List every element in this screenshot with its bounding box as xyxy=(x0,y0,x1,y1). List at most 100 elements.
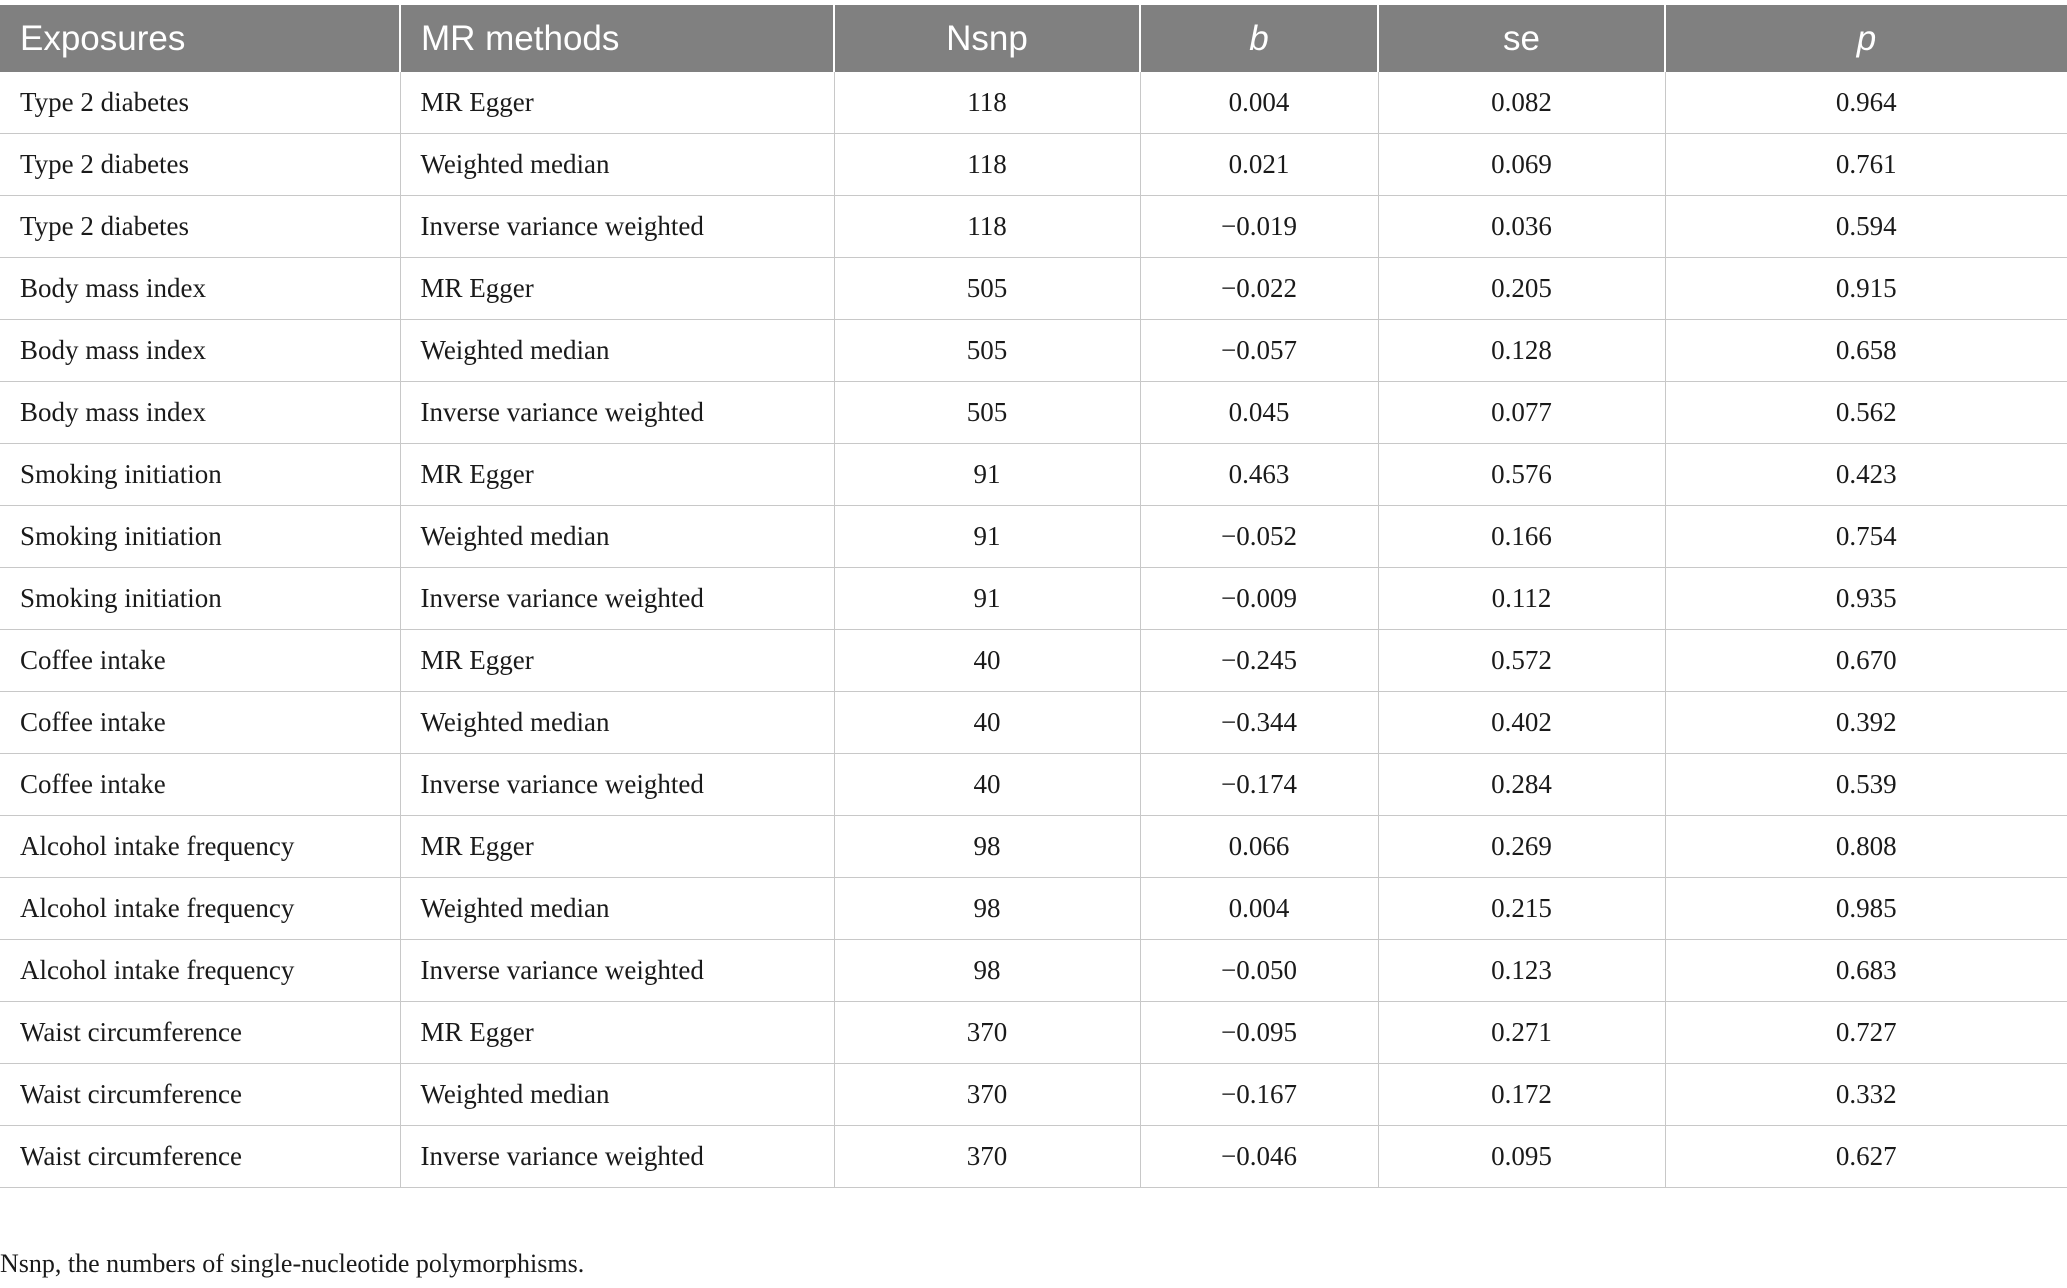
cell-nsnp: 118 xyxy=(834,195,1141,258)
cell-p: 0.392 xyxy=(1665,691,2067,754)
cell-exposure: Coffee intake xyxy=(0,629,401,692)
cell-nsnp: 91 xyxy=(834,567,1141,630)
results-table: Exposures MR methods Nsnp b se p Type 2 … xyxy=(0,5,2067,1188)
table-footnote: Nsnp, the numbers of single-nucleotide p… xyxy=(0,1249,585,1278)
table-header: Exposures MR methods Nsnp b se p xyxy=(0,5,2067,72)
cell-exposure: Body mass index xyxy=(0,257,401,320)
cell-b: 0.004 xyxy=(1140,72,1379,134)
table-row: Body mass index MR Egger 505 −0.022 0.205 0.9… xyxy=(0,257,2067,320)
cell-mr-method: Weighted median xyxy=(400,691,835,754)
table-row: Type 2 diabetes Inverse variance weighted… xyxy=(0,195,2067,258)
table-row: Smoking initiation Weighted median 91 −0.05… xyxy=(0,505,2067,568)
cell-exposure: Waist circumference xyxy=(0,1001,401,1064)
table-row: Alcohol intake frequency MR Egger 98 0.066 0… xyxy=(0,815,2067,878)
cell-se: 0.172 xyxy=(1378,1063,1666,1126)
table-row: Smoking initiation Inverse variance weigh… xyxy=(0,567,2067,630)
cell-b: −0.174 xyxy=(1140,753,1379,816)
cell-p: 0.808 xyxy=(1665,815,2067,878)
cell-p: 0.332 xyxy=(1665,1063,2067,1126)
cell-exposure: Coffee intake xyxy=(0,753,401,816)
cell-nsnp: 91 xyxy=(834,443,1141,506)
cell-se: 0.069 xyxy=(1378,133,1666,196)
table-row: Type 2 diabetes Weighted median 118 0.021 0.… xyxy=(0,133,2067,196)
cell-b: −0.245 xyxy=(1140,629,1379,692)
cell-nsnp: 370 xyxy=(834,1125,1141,1188)
cell-p: 0.761 xyxy=(1665,133,2067,196)
cell-se: 0.095 xyxy=(1378,1125,1666,1188)
header-mr-methods: MR methods xyxy=(400,5,835,72)
cell-exposure: Alcohol intake frequency xyxy=(0,877,401,940)
cell-mr-method: Inverse variance weighted xyxy=(400,195,835,258)
cell-mr-method: Inverse variance weighted xyxy=(400,381,835,444)
cell-mr-method: Weighted median xyxy=(400,1063,835,1126)
table-row: Coffee intake Inverse variance weighted 40… xyxy=(0,753,2067,816)
cell-exposure: Smoking initiation xyxy=(0,505,401,568)
cell-nsnp: 98 xyxy=(834,939,1141,1002)
cell-mr-method: MR Egger xyxy=(400,72,835,134)
header-nsnp: Nsnp xyxy=(834,5,1141,72)
cell-nsnp: 98 xyxy=(834,877,1141,940)
cell-se: 0.205 xyxy=(1378,257,1666,320)
cell-mr-method: Inverse variance weighted xyxy=(400,567,835,630)
cell-nsnp: 370 xyxy=(834,1063,1141,1126)
cell-exposure: Alcohol intake frequency xyxy=(0,815,401,878)
cell-nsnp: 91 xyxy=(834,505,1141,568)
table-body: Type 2 diabetes MR Egger 118 0.004 0.082 0.96… xyxy=(0,72,2067,1188)
header-row: Exposures MR methods Nsnp b se p xyxy=(0,5,2067,72)
table-row: Body mass index Inverse variance weighted… xyxy=(0,381,2067,444)
cell-se: 0.128 xyxy=(1378,319,1666,382)
cell-p: 0.658 xyxy=(1665,319,2067,382)
cell-mr-method: MR Egger xyxy=(400,1001,835,1064)
cell-b: −0.167 xyxy=(1140,1063,1379,1126)
cell-se: 0.082 xyxy=(1378,72,1666,134)
cell-se: 0.166 xyxy=(1378,505,1666,568)
cell-nsnp: 40 xyxy=(834,691,1141,754)
header-exposures: Exposures xyxy=(0,5,401,72)
cell-exposure: Type 2 diabetes xyxy=(0,72,401,134)
table-row: Waist circumference MR Egger 370 −0.095 0.27… xyxy=(0,1001,2067,1064)
cell-b: −0.022 xyxy=(1140,257,1379,320)
cell-exposure: Waist circumference xyxy=(0,1125,401,1188)
cell-mr-method: MR Egger xyxy=(400,443,835,506)
cell-b: −0.050 xyxy=(1140,939,1379,1002)
cell-mr-method: Weighted median xyxy=(400,319,835,382)
table-row: Coffee intake MR Egger 40 −0.245 0.572 0.670 xyxy=(0,629,2067,692)
cell-exposure: Smoking initiation xyxy=(0,567,401,630)
cell-nsnp: 98 xyxy=(834,815,1141,878)
cell-mr-method: Weighted median xyxy=(400,877,835,940)
cell-se: 0.123 xyxy=(1378,939,1666,1002)
cell-b: −0.046 xyxy=(1140,1125,1379,1188)
cell-b: 0.066 xyxy=(1140,815,1379,878)
cell-b: −0.009 xyxy=(1140,567,1379,630)
table-row: Body mass index Weighted median 505 −0.057 0… xyxy=(0,319,2067,382)
header-b: b xyxy=(1140,5,1379,72)
table-row: Type 2 diabetes MR Egger 118 0.004 0.082 0.96… xyxy=(0,72,2067,134)
cell-se: 0.215 xyxy=(1378,877,1666,940)
cell-p: 0.423 xyxy=(1665,443,2067,506)
results-table-container: Exposures MR methods Nsnp b se p Type 2 … xyxy=(0,5,2067,1188)
cell-p: 0.594 xyxy=(1665,195,2067,258)
table-row: Alcohol intake frequency Weighted median 9… xyxy=(0,877,2067,940)
cell-p: 0.915 xyxy=(1665,257,2067,320)
cell-se: 0.402 xyxy=(1378,691,1666,754)
cell-nsnp: 370 xyxy=(834,1001,1141,1064)
cell-exposure: Smoking initiation xyxy=(0,443,401,506)
cell-exposure: Type 2 diabetes xyxy=(0,133,401,196)
cell-nsnp: 40 xyxy=(834,753,1141,816)
cell-b: −0.019 xyxy=(1140,195,1379,258)
cell-b: 0.045 xyxy=(1140,381,1379,444)
table-row: Smoking initiation MR Egger 91 0.463 0.576 0.… xyxy=(0,443,2067,506)
cell-mr-method: Inverse variance weighted xyxy=(400,939,835,1002)
cell-mr-method: Weighted median xyxy=(400,133,835,196)
cell-b: −0.095 xyxy=(1140,1001,1379,1064)
cell-se: 0.112 xyxy=(1378,567,1666,630)
cell-mr-method: MR Egger xyxy=(400,815,835,878)
cell-exposure: Type 2 diabetes xyxy=(0,195,401,258)
cell-mr-method: Weighted median xyxy=(400,505,835,568)
cell-p: 0.539 xyxy=(1665,753,2067,816)
table-row: Waist circumference Inverse variance weig… xyxy=(0,1125,2067,1188)
cell-nsnp: 505 xyxy=(834,257,1141,320)
cell-b: −0.057 xyxy=(1140,319,1379,382)
cell-p: 0.627 xyxy=(1665,1125,2067,1188)
cell-p: 0.670 xyxy=(1665,629,2067,692)
